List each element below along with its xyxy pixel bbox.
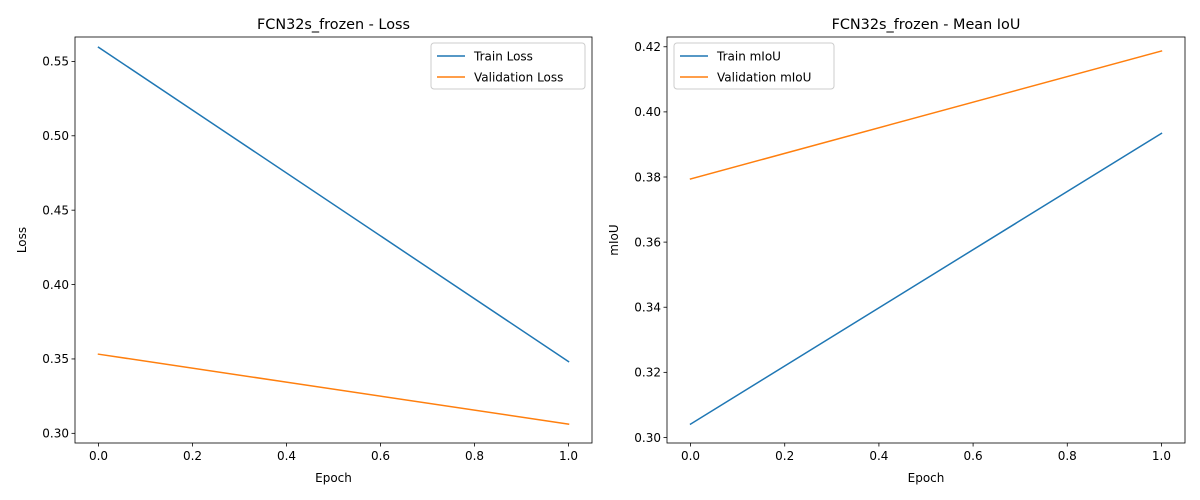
x-axis-title: Epoch	[315, 471, 352, 485]
y-tick-label: 0.36	[634, 235, 661, 249]
x-tick-label: 0.0	[89, 449, 108, 463]
chart-title: FCN32s_frozen - Loss	[257, 17, 410, 33]
series-line-2	[97, 353, 570, 425]
x-tick-label: 0.2	[183, 449, 202, 463]
legend: Train mIoU Validation mIoU	[673, 42, 835, 90]
chart-2: FCN32s_frozen - Mean IoU 0.0 0.2 0.4 0.6 0.8 1…	[607, 17, 1186, 485]
series-line-1	[689, 132, 1163, 426]
chart-title: FCN32s_frozen - Mean IoU	[832, 17, 1021, 33]
chart-1: FCN32s_frozen - Loss 0.0 0.2 0.4 0.6 0.8 1.0 0.…	[15, 17, 593, 485]
y-tick-label: 0.50	[42, 129, 69, 143]
y-tick-label: 0.40	[42, 278, 69, 292]
x-tick-label: 0.8	[1058, 449, 1077, 463]
legend-label-2: Validation mIoU	[717, 70, 811, 84]
x-tick-label: 0.6	[964, 449, 983, 463]
series-line-2	[689, 50, 1163, 180]
y-tick-label: 0.30	[42, 427, 69, 441]
x-tick-label: 0.0	[681, 449, 700, 463]
x-tick-label: 0.2	[775, 449, 794, 463]
y-axis-title: Loss	[15, 227, 29, 253]
legend-label-2: Validation Loss	[474, 70, 563, 84]
y-tick-label: 0.38	[634, 170, 661, 184]
y-tick-label: 0.45	[42, 203, 69, 217]
y-tick-label: 0.32	[634, 366, 661, 380]
y-tick-label: 0.42	[634, 40, 661, 54]
y-tick-label: 0.55	[42, 55, 69, 69]
legend-box	[673, 42, 835, 90]
axes-frame	[74, 36, 593, 444]
x-tick-label: 0.6	[371, 449, 390, 463]
y-tick-label: 0.30	[634, 431, 661, 445]
x-tick-label: 1.0	[559, 449, 578, 463]
series-line-1	[97, 46, 570, 363]
x-tick-label: 0.8	[465, 449, 484, 463]
legend-label-1: Train Loss	[473, 49, 533, 63]
legend: Train Loss Validation Loss	[430, 42, 586, 90]
x-axis-title: Epoch	[908, 471, 945, 485]
y-tick-label: 0.40	[634, 105, 661, 119]
x-tick-label: 0.4	[869, 449, 888, 463]
axes-frame	[666, 36, 1186, 444]
x-tick-label: 1.0	[1152, 449, 1171, 463]
legend-label-1: Train mIoU	[716, 49, 781, 63]
y-tick-label: 0.34	[634, 301, 661, 315]
x-tick-label: 0.4	[277, 449, 296, 463]
y-axis-title: mIoU	[607, 224, 621, 255]
y-tick-label: 0.35	[42, 352, 69, 366]
legend-box	[430, 42, 586, 90]
